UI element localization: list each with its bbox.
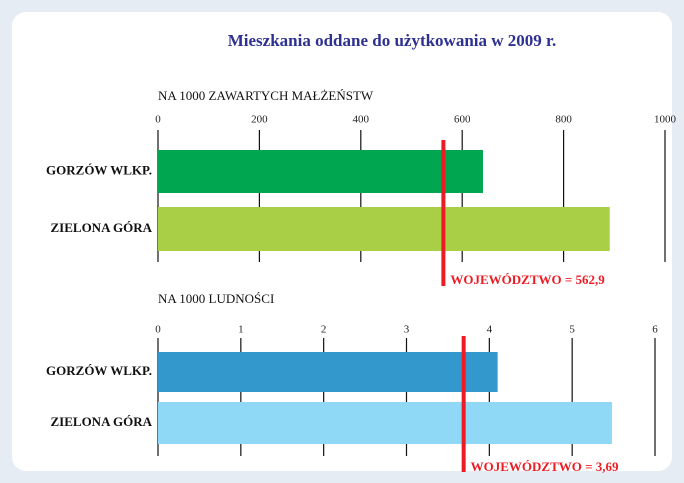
bar <box>158 150 483 193</box>
x-tick-label: 3 <box>404 324 410 336</box>
reference-label: WOJEWÓDZTWO = 562,9 <box>450 272 605 287</box>
x-tick-label: 0 <box>155 324 161 336</box>
x-tick-label: 0 <box>155 114 161 126</box>
bar <box>158 352 498 392</box>
bar <box>158 207 610 251</box>
x-tick-label: 800 <box>555 114 572 126</box>
reference-label: WOJEWÓDZTWO = 3,69 <box>471 459 619 474</box>
x-tick-label: 5 <box>569 324 575 336</box>
category-label: ZIELONA GÓRA <box>51 414 153 429</box>
x-tick-label: 2 <box>321 324 327 336</box>
x-tick-label: 400 <box>353 114 370 126</box>
subtitle: NA 1000 ZAWARTYCH MAŁŻEŃSTW <box>158 88 374 103</box>
category-label: GORZÓW WLKP. <box>46 363 152 378</box>
x-tick-label: 4 <box>487 324 493 336</box>
x-tick-label: 1000 <box>654 114 677 126</box>
x-tick-label: 600 <box>454 114 471 126</box>
category-label: GORZÓW WLKP. <box>46 162 152 177</box>
x-tick-label: 200 <box>251 114 268 126</box>
subtitle: NA 1000 LUDNOŚCI <box>158 291 274 306</box>
category-label: ZIELONA GÓRA <box>51 220 153 235</box>
x-tick-label: 6 <box>652 324 658 336</box>
chart-title: Mieszkania oddane do użytkowania w 2009 … <box>228 31 557 50</box>
bar <box>158 402 612 444</box>
x-tick-label: 1 <box>238 324 244 336</box>
